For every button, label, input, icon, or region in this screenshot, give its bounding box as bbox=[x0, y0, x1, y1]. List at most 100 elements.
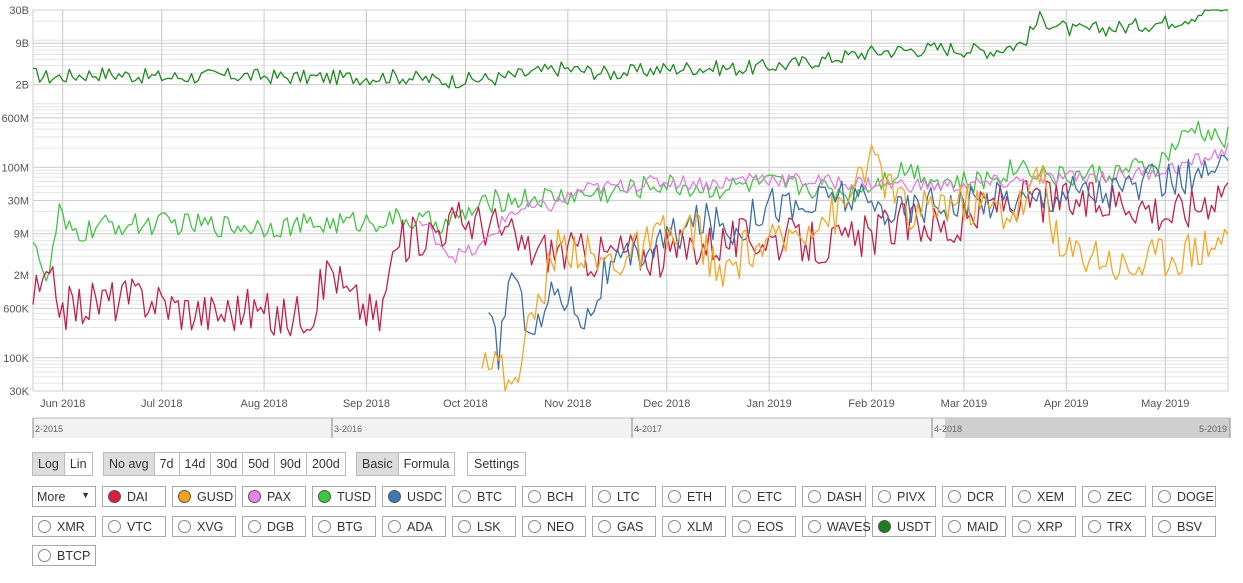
coin-toggle-bsv[interactable]: BSV bbox=[1152, 516, 1216, 537]
chart-area[interactable]: 30K 100K 600K 2M 9M 30M 100M 600M 2B 9B 30B Jun 201… bbox=[0, 0, 1243, 445]
coin-toggle-doge[interactable]: DOGE bbox=[1152, 486, 1216, 507]
y-tick-label: 100K bbox=[3, 353, 29, 365]
navigator-selection[interactable] bbox=[945, 418, 1230, 438]
x-tick-label: May 2019 bbox=[1141, 398, 1189, 410]
radio-icon bbox=[318, 520, 331, 533]
coin-toggle-gusd[interactable]: GUSD bbox=[172, 486, 236, 507]
radio-icon bbox=[668, 520, 681, 533]
coin-toggle-usdt[interactable]: USDT bbox=[872, 516, 936, 537]
coin-toggle-usdc[interactable]: USDC bbox=[382, 486, 446, 507]
avg-200d-button[interactable]: 200d bbox=[306, 453, 345, 475]
coin-label: BSV bbox=[1177, 519, 1203, 534]
radio-icon bbox=[668, 490, 681, 503]
formula-mode-button[interactable]: Formula bbox=[398, 453, 455, 475]
radio-icon bbox=[248, 520, 261, 533]
coin-toggle-btc[interactable]: BTC bbox=[452, 486, 516, 507]
y-tick-label: 600K bbox=[3, 303, 29, 315]
radio-icon bbox=[38, 520, 51, 533]
lin-scale-button[interactable]: Lin bbox=[64, 453, 92, 475]
log-scale-button[interactable]: Log bbox=[33, 453, 65, 475]
coin-toggle-btcp[interactable]: BTCP bbox=[32, 545, 96, 566]
checked-radio-icon bbox=[178, 490, 191, 503]
coin-toggle-btg[interactable]: BTG bbox=[312, 516, 376, 537]
radio-icon bbox=[528, 490, 541, 503]
radio-icon bbox=[1158, 490, 1171, 503]
basic-mode-button[interactable]: Basic bbox=[357, 453, 399, 475]
coin-toggle-pax[interactable]: PAX bbox=[242, 486, 306, 507]
radio-icon bbox=[738, 520, 751, 533]
coin-label: DASH bbox=[827, 489, 862, 504]
checked-radio-icon bbox=[318, 490, 331, 503]
x-tick-label: Dec 2018 bbox=[643, 398, 690, 410]
coin-toggle-bch[interactable]: BCH bbox=[522, 486, 586, 507]
radio-icon bbox=[1018, 490, 1031, 503]
radio-icon bbox=[948, 490, 961, 503]
coin-label: DCR bbox=[967, 489, 995, 504]
avg-90d-button[interactable]: 90d bbox=[275, 453, 307, 475]
radio-icon bbox=[38, 549, 51, 562]
coin-toggle-dai[interactable]: DAI bbox=[102, 486, 166, 507]
coin-label: PAX bbox=[267, 489, 292, 504]
radio-icon bbox=[1088, 490, 1101, 503]
coin-label: EOS bbox=[757, 519, 784, 534]
more-select[interactable]: More ▼ bbox=[32, 486, 96, 507]
navigator-label: 4-2018 bbox=[934, 424, 962, 434]
coin-toggle-xrp[interactable]: XRP bbox=[1012, 516, 1076, 537]
coin-label: ETH bbox=[687, 489, 712, 504]
average-toggle: No avg 7d 14d 30d 50d 90d 200d bbox=[103, 452, 346, 476]
x-tick-label: Jul 2018 bbox=[141, 398, 183, 410]
coin-toggle-ada[interactable]: ADA bbox=[382, 516, 446, 537]
coin-toggle-vtc[interactable]: VTC bbox=[102, 516, 166, 537]
coin-label: ZEC bbox=[1107, 489, 1132, 504]
coin-toggle-trx[interactable]: TRX bbox=[1082, 516, 1146, 537]
radio-icon bbox=[178, 520, 191, 533]
avg-50d-button[interactable]: 50d bbox=[243, 453, 276, 475]
y-tick-label: 30K bbox=[9, 386, 29, 398]
x-tick-label: Jun 2018 bbox=[40, 398, 85, 410]
settings-button[interactable]: Settings bbox=[467, 452, 527, 476]
series-line-usdt bbox=[32, 9, 1228, 89]
no-avg-button[interactable]: No avg bbox=[104, 453, 155, 475]
radio-icon bbox=[458, 520, 471, 533]
avg-14d-button[interactable]: 14d bbox=[179, 453, 212, 475]
coin-toggle-dash[interactable]: DASH bbox=[802, 486, 866, 507]
coin-label: DOGE bbox=[1177, 489, 1214, 504]
coin-label: NEO bbox=[547, 519, 575, 534]
coin-toggle-ltc[interactable]: LTC bbox=[592, 486, 656, 507]
coin-toggle-pivx[interactable]: PIVX bbox=[872, 486, 936, 507]
coin-toggle-lsk[interactable]: LSK bbox=[452, 516, 516, 537]
coin-toggle-tusd[interactable]: TUSD bbox=[312, 486, 376, 507]
coin-toggle-eth[interactable]: ETH bbox=[662, 486, 726, 507]
avg-7d-button[interactable]: 7d bbox=[154, 453, 180, 475]
coin-toggle-eos[interactable]: EOS bbox=[732, 516, 796, 537]
navigator-label: 4-2017 bbox=[634, 424, 662, 434]
coin-toggle-etc[interactable]: ETC bbox=[732, 486, 796, 507]
coin-label: XLM bbox=[687, 519, 713, 534]
y-tick-label: 30B bbox=[9, 5, 29, 17]
avg-30d-button[interactable]: 30d bbox=[211, 453, 244, 475]
coin-toggle-xmr[interactable]: XMR bbox=[32, 516, 96, 537]
coin-label: XEM bbox=[1037, 489, 1065, 504]
coin-toggle-dcr[interactable]: DCR bbox=[942, 486, 1006, 507]
coin-toggle-xem[interactable]: XEM bbox=[1012, 486, 1076, 507]
coin-toggle-maid[interactable]: MAID bbox=[942, 516, 1006, 537]
checked-radio-icon bbox=[108, 490, 121, 503]
coin-label: XVG bbox=[197, 519, 224, 534]
coin-toggle-xlm[interactable]: XLM bbox=[662, 516, 726, 537]
x-tick-label: Aug 2018 bbox=[241, 398, 288, 410]
x-tick-label: Mar 2019 bbox=[941, 398, 987, 410]
coin-toggle-gas[interactable]: GAS bbox=[592, 516, 656, 537]
coin-toggle-neo[interactable]: NEO bbox=[522, 516, 586, 537]
coin-label: DAI bbox=[127, 489, 148, 504]
checked-radio-icon bbox=[388, 490, 401, 503]
coin-toggle-waves[interactable]: WAVES bbox=[802, 516, 871, 537]
x-tick-label: Oct 2018 bbox=[443, 398, 488, 410]
coin-label: LSK bbox=[477, 519, 501, 534]
coin-toggle-zec[interactable]: ZEC bbox=[1082, 486, 1146, 507]
coin-label: ETC bbox=[757, 489, 782, 504]
coin-toggle-xvg[interactable]: XVG bbox=[172, 516, 236, 537]
coin-toggle-dgb[interactable]: DGB bbox=[242, 516, 306, 537]
navigator-label: 3-2016 bbox=[334, 424, 362, 434]
y-tick-label: 9B bbox=[16, 38, 29, 50]
radio-icon bbox=[808, 490, 821, 503]
